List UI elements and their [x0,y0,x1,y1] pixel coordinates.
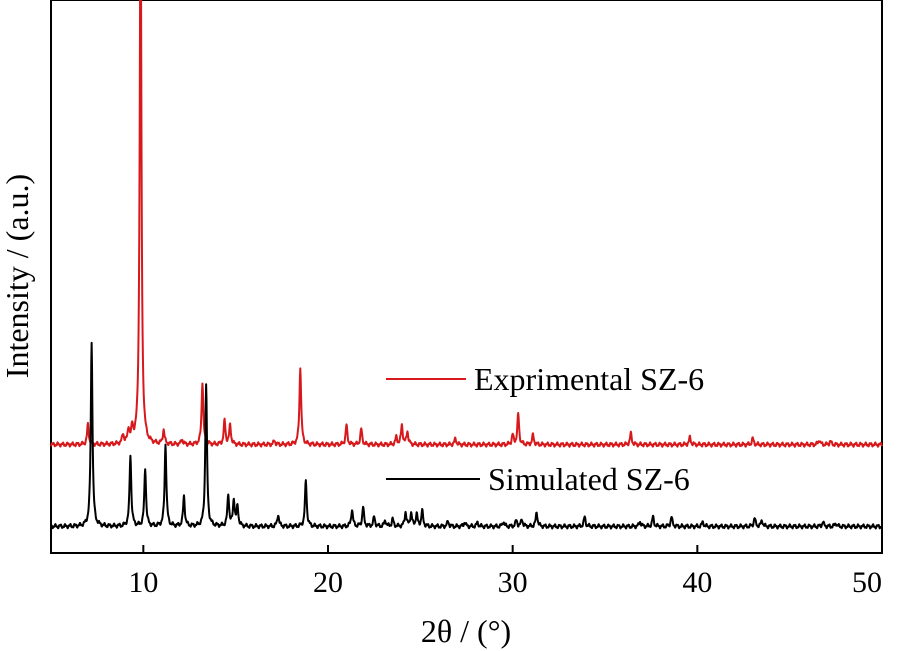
x-tick-label-50: 50 [852,566,882,599]
x-tick-label-20: 20 [313,566,343,599]
legend-label-experimental: Exprimental SZ-6 [474,361,704,397]
legend-label-simulated: Simulated SZ-6 [488,461,690,497]
series-line-simulated [50,341,883,530]
x-tick-label-30: 30 [498,566,528,599]
legend: Exprimental SZ-6 Simulated SZ-6 [386,361,704,497]
traces [50,0,883,530]
x-axis-title: 2θ / (°) [421,613,511,649]
plot-area-border [50,0,883,554]
x-tick-label-40: 40 [682,566,712,599]
x-axis-ticks: 10 20 30 40 50 [128,545,883,599]
plot-frame [50,0,883,554]
series-line-experimental [50,0,883,448]
y-axis-title: Intensity / (a.u.) [0,174,35,378]
x-tick-label-10: 10 [128,566,158,599]
